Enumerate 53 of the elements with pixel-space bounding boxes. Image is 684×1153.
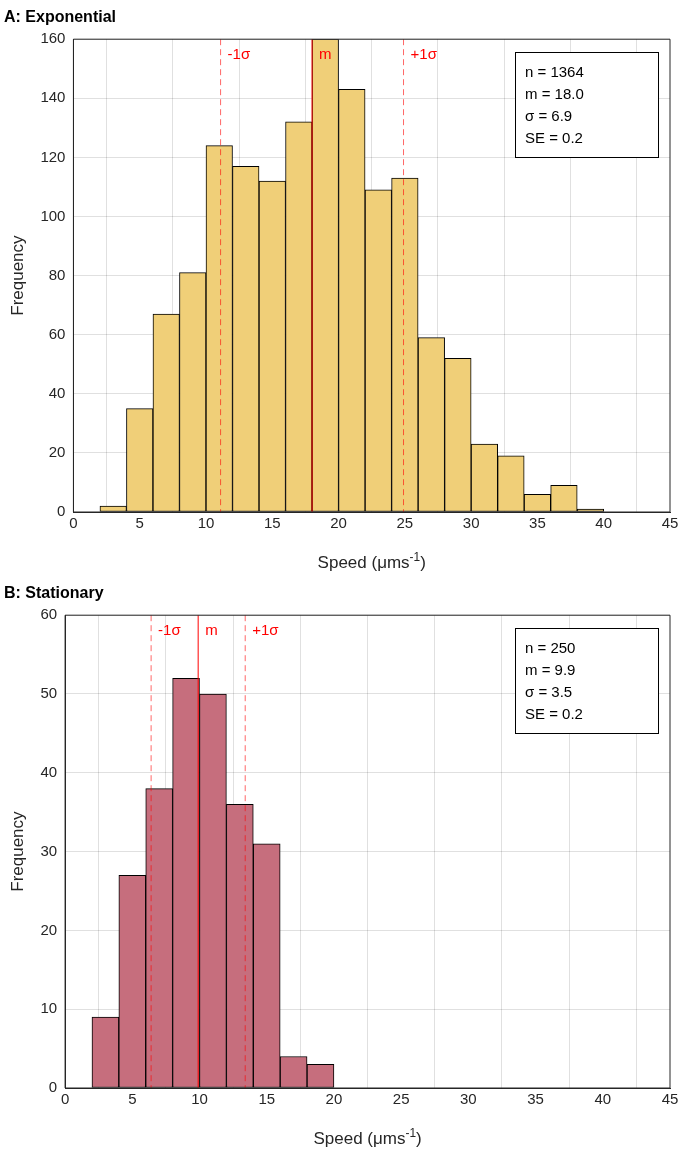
- ref-line-label: -1σ: [227, 45, 251, 63]
- y-tick-label: 20: [40, 920, 58, 938]
- x-tick-label: 25: [392, 1090, 410, 1108]
- annotation: n = 250: [525, 638, 577, 659]
- annotation: m = 18.0: [525, 84, 585, 105]
- x-tick-label: 30: [462, 514, 480, 532]
- y-tick-label: 0: [57, 502, 66, 520]
- x-tick-label: 40: [595, 514, 613, 532]
- x-tick-label: 45: [661, 514, 679, 532]
- annotation: SE = 0.2: [525, 704, 584, 725]
- y-tick-label: 100: [40, 206, 66, 224]
- x-tick-label: 5: [128, 1090, 137, 1108]
- y-tick-label: 80: [48, 265, 66, 283]
- ref-line-label: -1σ: [158, 621, 182, 639]
- x-tick-label: 0: [69, 514, 78, 532]
- x-tick-label: 35: [529, 514, 546, 532]
- y-tick-label: 50: [40, 684, 58, 702]
- y-tick-label: 40: [48, 383, 66, 401]
- y-tick-label: 60: [40, 605, 58, 623]
- y-tick-label: 0: [48, 1078, 58, 1096]
- y-tick-label: 60: [48, 324, 66, 342]
- annotation: σ = 3.5: [525, 682, 574, 703]
- x-tick-label: 35: [527, 1090, 544, 1108]
- annotation: n = 1364: [525, 62, 585, 83]
- x-tick-label: 10: [191, 1090, 208, 1108]
- annotation: m = 9.9: [525, 660, 577, 681]
- y-tick-label: 10: [40, 999, 58, 1017]
- ref-line-label: +1σ: [252, 621, 280, 639]
- x-tick-label: 5: [135, 514, 144, 532]
- x-tick-label: 15: [258, 1090, 276, 1108]
- y-tick-label: 140: [40, 88, 66, 106]
- y-axis-title: Frequency: [7, 234, 27, 316]
- x-tick-label: 20: [325, 1090, 343, 1108]
- ref-line-label: m: [319, 45, 332, 63]
- ref-line-label: +1σ: [410, 45, 438, 63]
- y-tick-label: 160: [40, 29, 66, 47]
- ref-line-label: m: [205, 621, 218, 639]
- x-tick-label: 25: [396, 514, 414, 532]
- y-tick-label: 30: [40, 841, 58, 859]
- chart-title: B: Stationary: [4, 584, 104, 602]
- x-tick-label: 20: [330, 514, 347, 532]
- x-tick-label: 45: [661, 1090, 679, 1108]
- y-axis-title: Frequency: [7, 810, 27, 892]
- x-tick-label: 40: [594, 1090, 612, 1108]
- y-tick-label: 40: [40, 762, 58, 780]
- x-tick-label: 10: [197, 514, 215, 532]
- y-tick-label: 120: [40, 147, 66, 165]
- x-tick-label: 15: [263, 514, 281, 532]
- annotation: SE = 0.2: [525, 128, 584, 149]
- x-tick-label: 30: [460, 1090, 477, 1108]
- chart-title: A: Exponential: [4, 8, 117, 26]
- y-tick-label: 20: [48, 443, 66, 461]
- annotation: σ = 6.9: [525, 106, 574, 127]
